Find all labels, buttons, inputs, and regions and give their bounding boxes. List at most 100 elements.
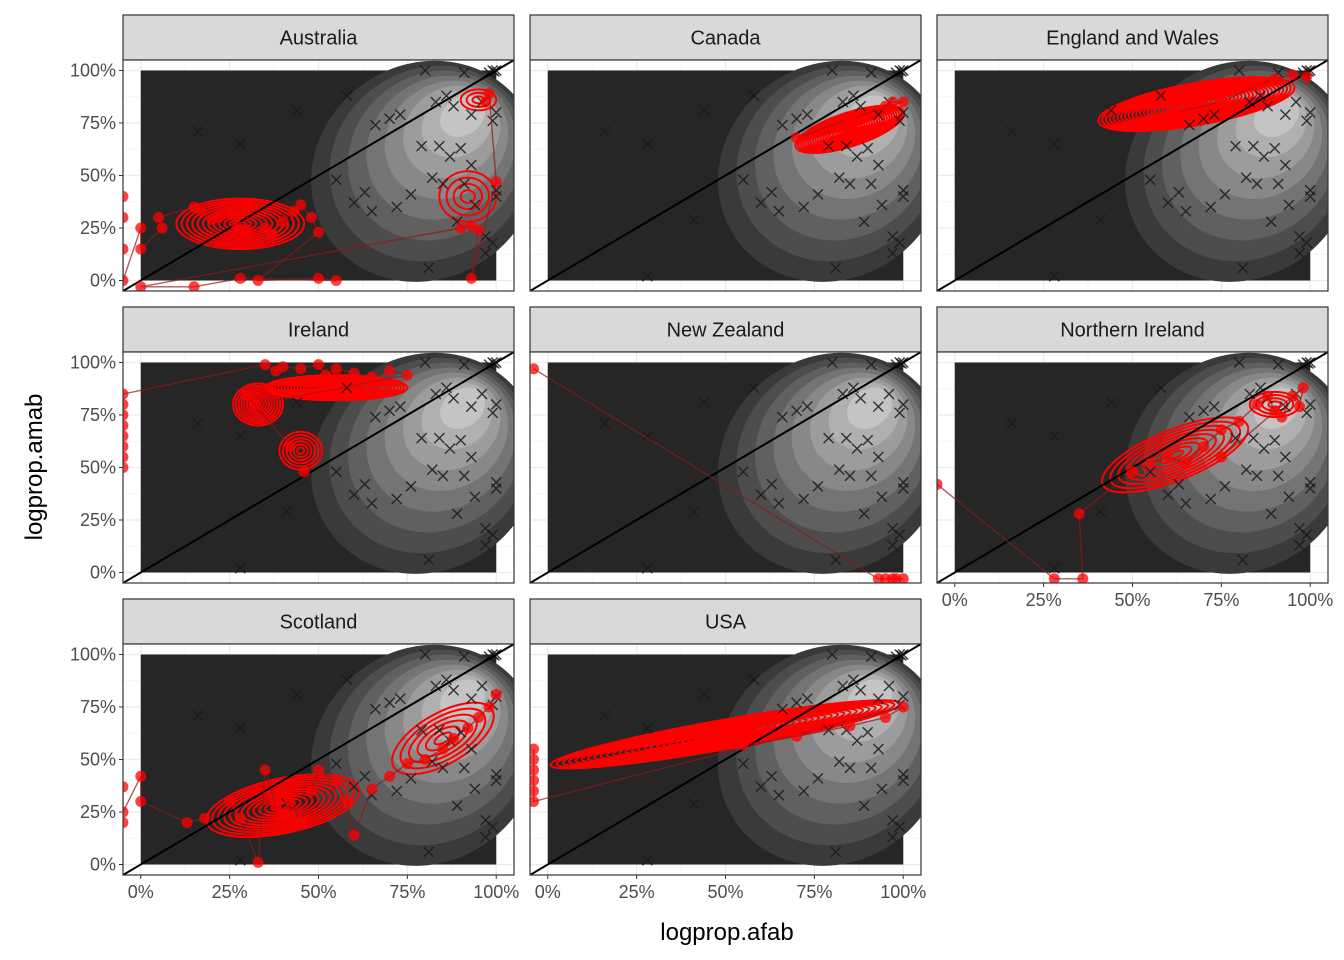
country-point (156, 222, 168, 234)
reference-point (384, 405, 396, 417)
country-point (266, 228, 278, 240)
country-point (384, 770, 396, 782)
reference-point (1247, 432, 1259, 444)
country-point (249, 399, 261, 410)
reference-point (1258, 151, 1270, 163)
x-tick-label: 100% (880, 882, 926, 902)
facet-strip-label: New Zealand (667, 320, 785, 342)
facet-strip-label: Canada (690, 28, 761, 50)
reference-point (1155, 382, 1167, 394)
country-point (490, 688, 502, 700)
reference-point (833, 172, 845, 184)
density-contour (228, 783, 338, 829)
reference-point (291, 396, 303, 408)
reference-point (688, 798, 700, 810)
country-point (330, 775, 342, 786)
reference-point (423, 554, 435, 566)
country-point (455, 222, 467, 234)
reference-point (798, 785, 810, 797)
reference-point (458, 359, 470, 371)
density-contour (459, 88, 498, 112)
country-point (123, 388, 129, 400)
reference-point (844, 762, 856, 774)
density-contour (452, 182, 484, 211)
reference-point (423, 262, 435, 274)
country-point (490, 176, 502, 188)
reference-point (405, 480, 417, 492)
reference-point (433, 724, 445, 736)
reference-point (801, 693, 813, 705)
reference-point (641, 138, 653, 150)
y-axis-title: logprop.amab (21, 394, 48, 541)
density-contour (185, 201, 295, 246)
country-point (1301, 71, 1313, 83)
reference-point (1180, 205, 1192, 217)
facet-strip (936, 14, 1329, 61)
plot-content (530, 60, 921, 291)
country-point (259, 222, 271, 234)
reference-point (812, 188, 824, 200)
country-point (1048, 573, 1060, 583)
reference-point (490, 483, 502, 494)
reference-point (330, 174, 342, 186)
identity-line (530, 352, 921, 583)
reference-point (487, 529, 499, 541)
country-point (123, 451, 129, 463)
identity-line (123, 352, 514, 583)
reference-point (330, 758, 342, 770)
reference-point (1269, 142, 1281, 154)
reference-point (341, 382, 353, 394)
country-point (401, 758, 413, 770)
y-tick-label: 0% (90, 855, 116, 875)
reference-point (798, 493, 810, 505)
reference-point (801, 401, 813, 413)
country-point (890, 573, 902, 583)
facet-strip-label: Northern Ireland (1060, 320, 1205, 342)
facet-panel-ireland: Ireland 0% 25% 50% 75% 100% (70, 306, 515, 584)
density-contour (246, 394, 271, 415)
reference-point (1294, 539, 1306, 551)
reference-point (826, 649, 838, 660)
reference-point (599, 709, 611, 721)
country-point (320, 369, 332, 381)
country-point (123, 212, 129, 223)
reference-points (599, 357, 909, 574)
country-points (123, 88, 502, 291)
y-tick-label: 25% (80, 218, 116, 238)
reference-point (755, 781, 767, 793)
country-point (123, 409, 129, 421)
reference-point (791, 405, 803, 417)
density-contour (285, 437, 316, 465)
country-point (1215, 451, 1227, 463)
reference-point (465, 451, 477, 463)
density-band (440, 387, 485, 429)
reference-point (1219, 480, 1231, 492)
reference-point (455, 434, 467, 446)
reference-point (419, 65, 431, 76)
reference-point (490, 399, 502, 410)
country-point (530, 754, 540, 765)
x-tick-label: 25% (1026, 590, 1062, 610)
reference-point (476, 680, 488, 692)
country-point (241, 224, 253, 236)
reference-point (1233, 357, 1245, 368)
reference-point (405, 188, 417, 200)
reference-point (234, 562, 246, 574)
reference-point (844, 470, 856, 482)
reference-point (416, 140, 428, 152)
reference-point (766, 770, 778, 782)
reference-point (830, 846, 842, 858)
reference-point (894, 115, 906, 127)
reference-point (766, 478, 778, 490)
country-point (224, 796, 236, 807)
reference-point (748, 382, 760, 394)
plot-content (530, 644, 921, 875)
country-point (530, 764, 540, 776)
reference-point (416, 724, 428, 736)
reference-point (1006, 417, 1018, 429)
country-point (123, 430, 129, 442)
identity-line (123, 644, 514, 875)
reference-point (883, 680, 895, 692)
density-band (440, 679, 485, 721)
density-contour (1117, 424, 1234, 486)
